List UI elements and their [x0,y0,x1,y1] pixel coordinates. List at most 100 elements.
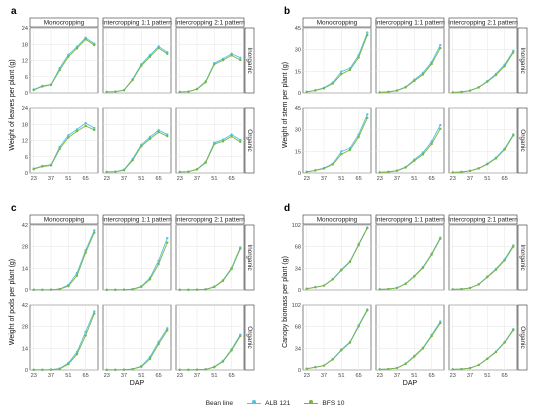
x-tick-label: 65 [429,373,435,379]
data-point-bfs-10 [477,363,480,367]
y-tick-label: 68 [295,245,301,251]
strip-label-b-1: Intercropping 1:1 pattern [375,20,445,27]
data-point-bfs-10 [195,88,199,91]
plot-area-b-1-0 [302,107,372,174]
data-point-bfs-10 [93,128,96,132]
data-point-alb-121 [93,229,96,232]
data-point-bfs-10 [49,164,53,167]
data-point-bfs-10 [41,288,44,292]
data-point-bfs-10 [221,279,225,283]
data-point-bfs-10 [503,341,506,344]
data-point-bfs-10 [314,366,317,369]
data-point-bfs-10 [357,56,360,59]
data-point-bfs-10 [148,357,152,361]
data-point-bfs-10 [413,275,416,278]
y-tick-label: 12 [22,139,28,145]
data-point-bfs-10 [468,169,472,173]
y-tick-label: 14 [22,266,28,272]
strip-label-a-1: Intercropping 1:1 pattern [102,20,172,27]
legend-title: Bean line [205,399,234,407]
data-point-bfs-10 [49,368,53,371]
data-point-bfs-10 [413,79,416,83]
data-point-bfs-10 [187,368,190,372]
x-tick-label: 51 [338,373,344,379]
data-point-bfs-10 [114,170,117,173]
strip-label-c-0: Monocropping [44,217,85,224]
strip-b-0 [302,17,372,28]
data-point-bfs-10 [157,46,160,50]
x-tick-label: 65 [83,176,89,182]
data-point-bfs-10 [451,91,454,94]
data-point-bfs-10 [486,357,489,361]
data-point-bfs-10 [67,362,70,366]
strip-a-1 [102,17,172,28]
data-point-bfs-10 [204,161,207,164]
x-tick-label: 23 [450,373,456,379]
data-point-bfs-10 [75,130,79,133]
data-point-bfs-10 [157,262,160,266]
data-point-alb-121 [340,150,343,153]
data-point-bfs-10 [221,360,225,363]
data-point-bfs-10 [187,288,190,292]
data-point-alb-121 [230,133,233,136]
data-point-bfs-10 [166,134,169,138]
data-point-bfs-10 [460,90,463,94]
data-point-bfs-10 [84,38,87,41]
panel-d: d Monocropping 0 34 68 102 Intercropping 1:1 p… [282,203,528,387]
y-tick-label: 28 [22,325,28,331]
plot-area-c-0-0 [29,224,99,291]
data-point-bfs-10 [41,85,44,88]
x-tick-label: 37 [121,176,127,182]
data-point-bfs-10 [494,350,498,354]
series-line-bfs-10 [33,38,95,91]
data-point-bfs-10 [67,55,70,58]
series-line-bfs-10 [33,313,95,371]
series-line-bfs-10 [106,330,168,371]
data-point-bfs-10 [348,148,352,152]
data-point-bfs-10 [494,73,498,77]
data-point-bfs-10 [41,368,44,372]
x-axis-title-d: DAP [403,380,418,387]
x-tick-label: 23 [177,176,183,182]
series-line-bfs-10 [452,52,514,93]
panel-label-a: a [11,6,17,17]
x-tick-label: 23 [304,373,310,379]
data-point-bfs-10 [451,171,454,174]
y-tick-label: 12 [22,59,28,65]
data-point-bfs-10 [221,59,225,62]
plot-area-d-0-0 [302,224,372,291]
plot-area-d-1-2 [448,304,518,371]
strip-label-d-2: Intercropping 2:1 pattern [448,217,518,224]
row-strip-label-a-1: Organic [246,129,253,152]
x-tick-label: 51 [484,176,490,182]
data-point-alb-121 [93,310,96,313]
data-point-bfs-10 [503,65,506,68]
x-tick-label: 37 [48,373,54,379]
y-tick-label: 0 [298,368,301,374]
x-tick-label: 23 [450,176,456,182]
data-point-bfs-10 [404,166,407,169]
data-point-bfs-10 [366,116,369,120]
data-point-bfs-10 [32,88,35,92]
plot-area-d-0-1 [375,224,445,291]
data-point-bfs-10 [357,325,360,328]
x-tick-label: 23 [31,373,37,379]
data-point-bfs-10 [114,90,117,93]
x-tick-label: 51 [65,176,71,182]
data-point-bfs-10 [140,365,143,368]
x-tick-label: 65 [156,176,162,182]
data-point-alb-121 [239,138,242,142]
y-tick-label: 30 [295,48,301,54]
data-point-bfs-10 [512,328,515,332]
x-tick-label: 65 [502,176,508,182]
y-tick-label: 102 [292,303,301,309]
series-line-bfs-10 [379,322,441,370]
y-tick-label: 45 [295,26,301,32]
series-line-bfs-10 [179,54,241,93]
data-point-bfs-10 [204,288,207,291]
data-point-alb-121 [439,123,442,127]
series-line-bfs-10 [379,238,441,290]
legend-swatch-bfs10 [304,400,319,404]
panel-label-b: b [284,6,290,17]
data-point-bfs-10 [195,368,199,371]
